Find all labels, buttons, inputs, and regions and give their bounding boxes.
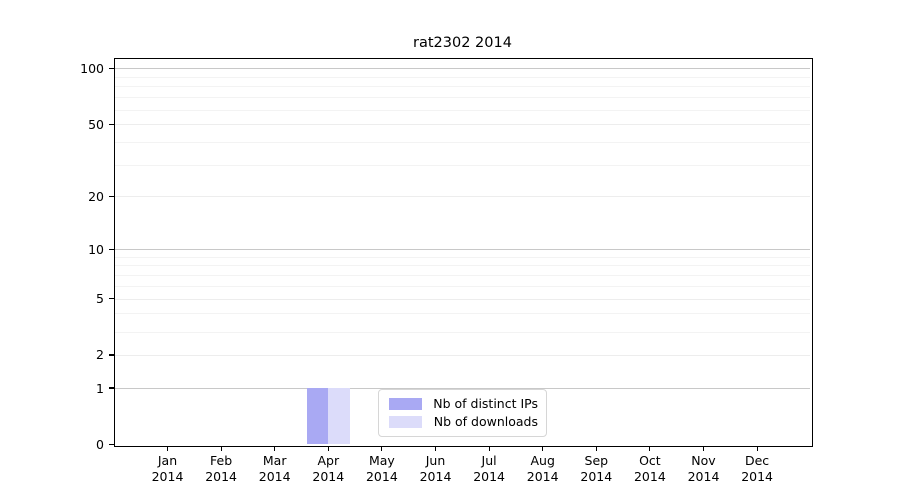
- y-major-gridline: [115, 124, 810, 126]
- x-tick-label: Oct 2014: [633, 452, 666, 485]
- y-major-gridline: [115, 354, 810, 356]
- y-minor-gridline: [115, 256, 810, 258]
- y-major-gridline: [115, 388, 810, 390]
- y-tick-label: 1: [96, 380, 104, 396]
- y-minor-gridline: [115, 265, 810, 267]
- x-tick-label: May 2014: [365, 452, 398, 485]
- y-tick-label: 0: [96, 437, 104, 452]
- x-tick-label: Nov 2014: [687, 452, 720, 485]
- plot-border: [114, 58, 813, 447]
- y-tick: [108, 195, 114, 198]
- bar-distinct-ips: [306, 388, 329, 445]
- x-tick: [488, 445, 490, 451]
- x-tick: [702, 445, 705, 451]
- y-minor-gridline: [115, 285, 810, 287]
- y-tick-label: 2: [96, 347, 104, 363]
- x-tick: [381, 445, 383, 451]
- x-tick: [595, 445, 597, 451]
- x-tick: [274, 445, 276, 451]
- legend-swatch: [389, 398, 422, 410]
- y-tick-label: 10: [88, 241, 104, 257]
- y-tick-label: 50: [88, 116, 104, 132]
- x-tick-label: Aug 2014: [526, 452, 559, 485]
- legend: Nb of distinct IPs Nb of downloads: [378, 389, 547, 437]
- x-tick: [542, 445, 544, 451]
- y-major-gridline: [115, 249, 810, 251]
- chart-title: rat2302 2014: [413, 35, 512, 51]
- y-major-gridline: [115, 196, 810, 198]
- y-tick-label: 20: [88, 188, 104, 204]
- x-tick-label: Jan 2014: [151, 452, 184, 485]
- legend-label: Nb of downloads: [433, 414, 538, 429]
- y-major-gridline: [115, 68, 810, 70]
- x-tick: [220, 445, 222, 451]
- y-minor-gridline: [115, 76, 810, 78]
- x-tick-label: Mar 2014: [258, 452, 291, 485]
- y-tick: [108, 123, 114, 125]
- y-tick: [108, 248, 114, 250]
- x-tick: [327, 445, 329, 451]
- y-tick-label: 5: [96, 291, 104, 307]
- y-minor-gridline: [115, 313, 810, 315]
- legend-swatch: [389, 416, 422, 428]
- y-minor-gridline: [115, 97, 810, 99]
- x-tick-label: Sep 2014: [580, 452, 613, 485]
- x-tick: [166, 445, 169, 451]
- x-tick-label: Jun 2014: [419, 452, 452, 485]
- y-minor-gridline: [115, 141, 810, 143]
- y-minor-gridline: [115, 86, 810, 88]
- x-tick: [434, 445, 437, 451]
- x-tick: [756, 445, 758, 451]
- y-tick-label: 100: [80, 60, 104, 76]
- y-tick: [108, 297, 114, 300]
- y-tick: [108, 354, 114, 356]
- y-minor-gridline: [115, 275, 810, 277]
- legend-label: Nb of distinct IPs: [433, 396, 538, 411]
- y-minor-gridline: [115, 164, 810, 166]
- legend-row: Nb of distinct IPs: [389, 396, 538, 412]
- y-tick: [108, 67, 114, 70]
- bar-downloads: [328, 388, 350, 445]
- x-tick: [649, 445, 651, 451]
- x-tick-label: Jul 2014: [473, 452, 505, 485]
- y-tick: [108, 443, 114, 446]
- legend-row: Nb of downloads: [389, 414, 538, 430]
- y-major-gridline: [115, 298, 810, 300]
- y-minor-gridline: [115, 331, 810, 333]
- y-minor-gridline: [115, 109, 810, 111]
- y-tick: [108, 387, 114, 389]
- x-tick-label: Dec 2014: [741, 452, 773, 485]
- x-tick-label: Apr 2014: [312, 452, 345, 485]
- x-tick-label: Feb 2014: [205, 452, 237, 485]
